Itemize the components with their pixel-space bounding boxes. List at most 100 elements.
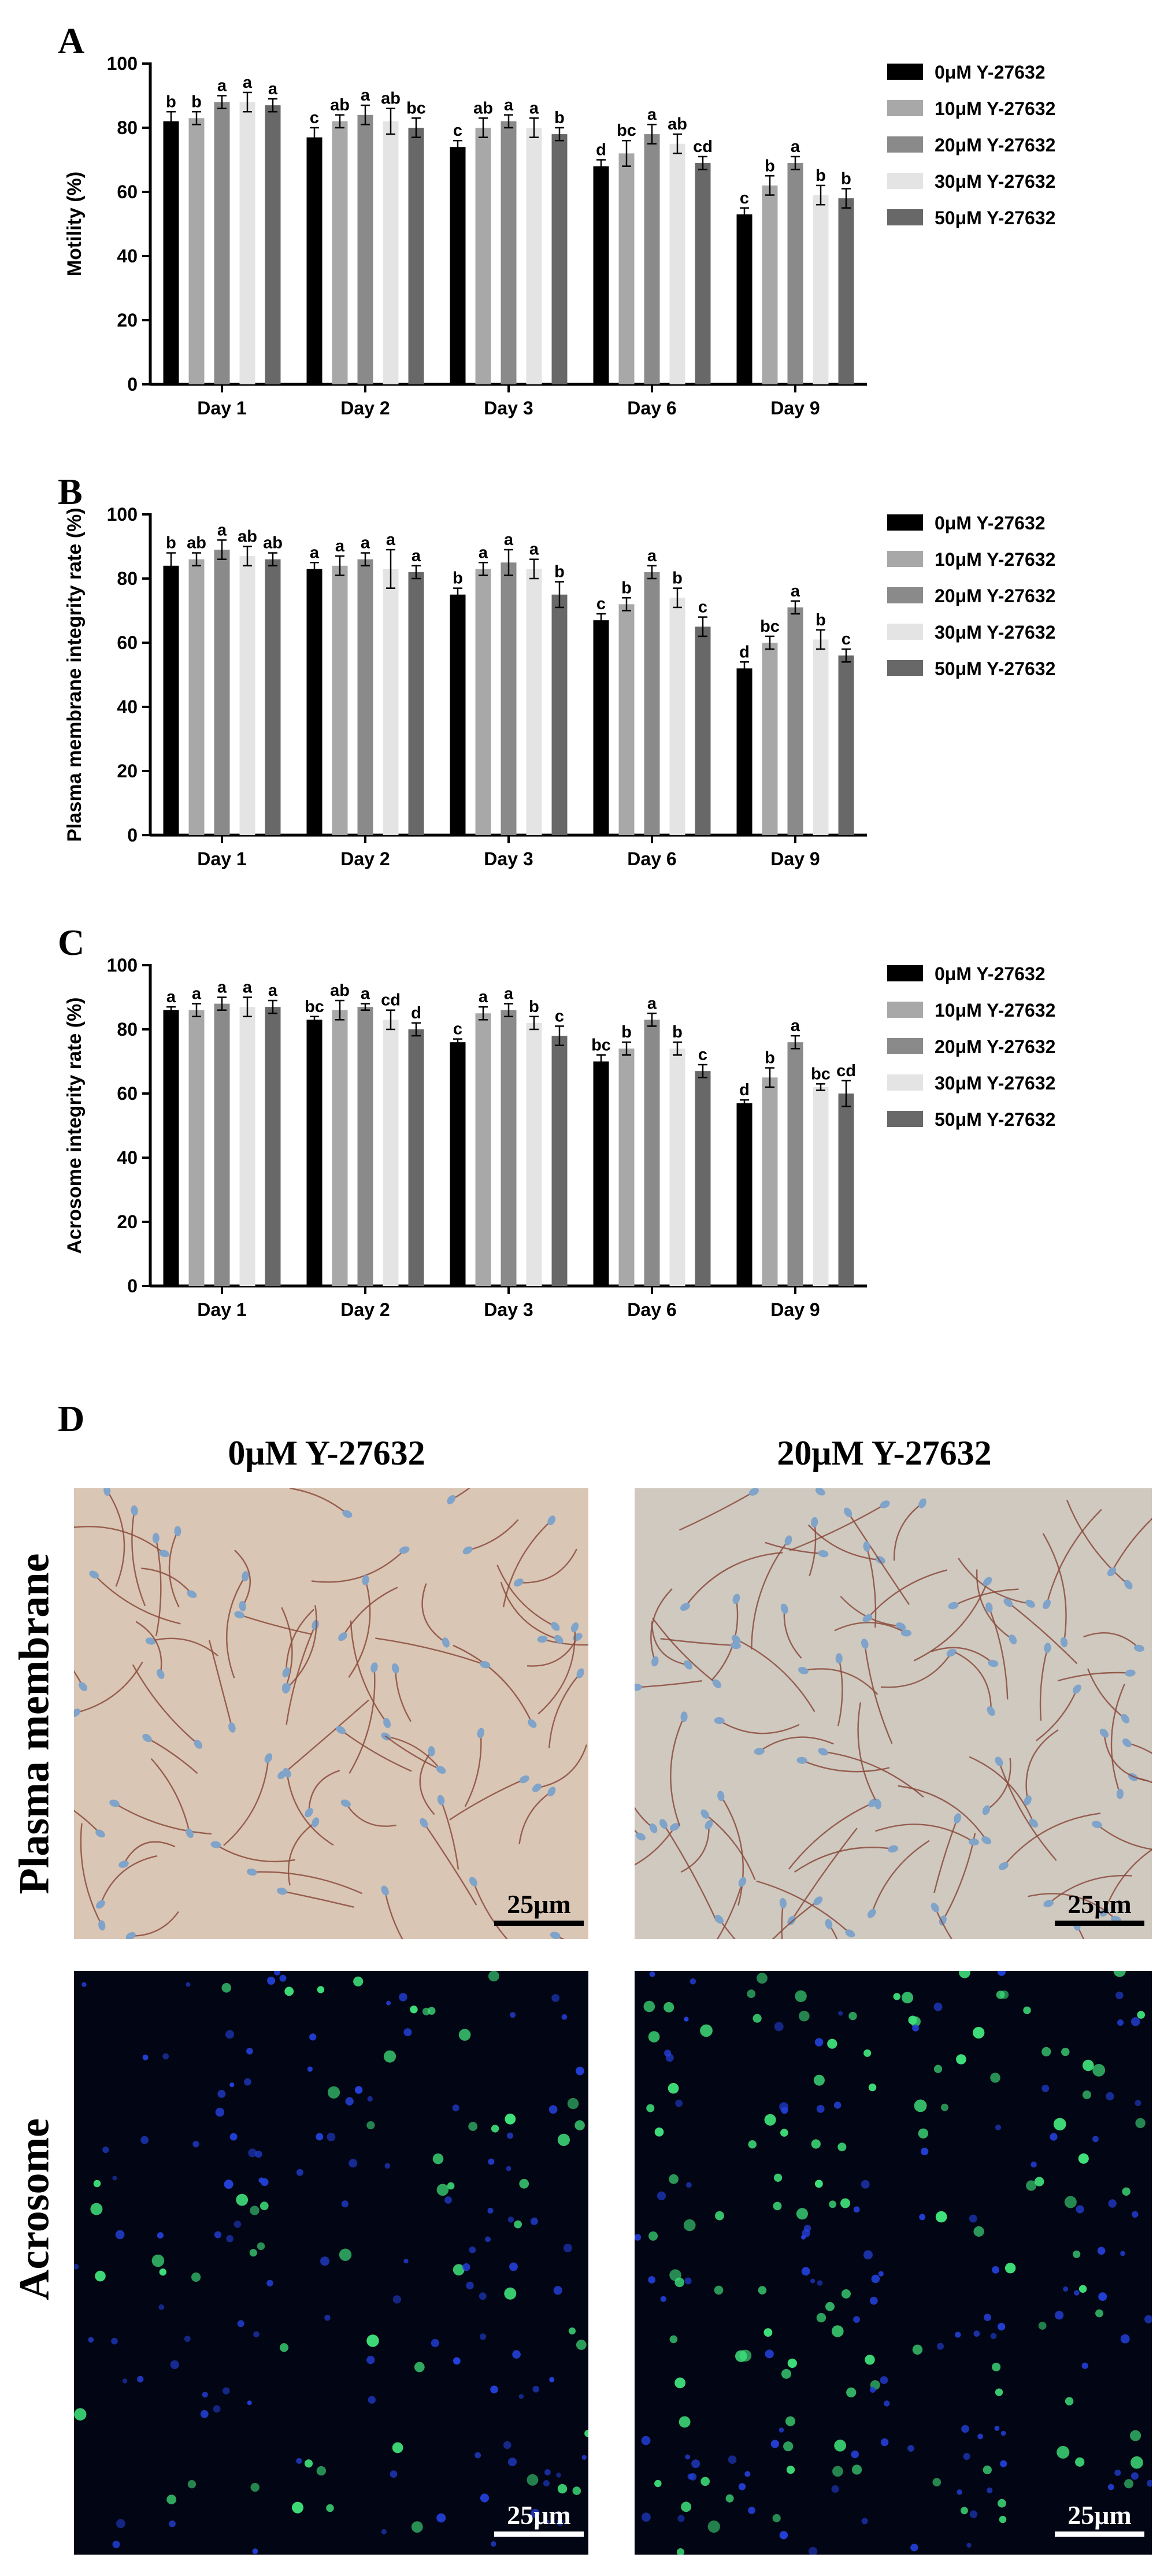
bar: [669, 143, 685, 384]
bar: [593, 166, 609, 384]
sperm-tail: [635, 1826, 676, 1866]
nucleus-spot: [1106, 2092, 1114, 2101]
nucleus-spot: [399, 1993, 407, 2002]
nucleus-spot: [368, 2396, 376, 2404]
sperm-head: [732, 1593, 740, 1604]
x-tick-label: Day 3: [484, 1299, 533, 1320]
nucleus-spot: [247, 2400, 252, 2405]
nucleus-spot: [192, 2141, 199, 2148]
nucleus-spot: [774, 2022, 784, 2032]
sperm-head: [948, 1602, 959, 1610]
sperm-head: [784, 1535, 792, 1545]
sperm-tail: [453, 1644, 533, 1724]
significance-label: c: [698, 1046, 707, 1064]
sperm-head: [532, 1783, 542, 1792]
nucleus-spot: [833, 2101, 842, 2109]
nucleus-spot: [324, 2314, 331, 2321]
acrosome-spot: [814, 2180, 823, 2188]
significance-label: bc: [617, 121, 636, 140]
sperm-head: [305, 1808, 313, 1818]
bar: [618, 153, 635, 384]
significance-label: a: [504, 531, 514, 549]
sperm-head: [186, 1828, 194, 1839]
sperm-head: [684, 1660, 693, 1670]
panel-d-letter: D: [58, 1398, 85, 1439]
sperm-tail: [135, 1621, 162, 1674]
sperm-head: [700, 1809, 709, 1819]
significance-label: a: [192, 985, 202, 1003]
bar: [762, 185, 778, 384]
significance-label: a: [647, 547, 657, 565]
nucleus-spot: [816, 2105, 825, 2113]
nucleus-spot: [770, 2440, 779, 2448]
sperm-head: [276, 1887, 287, 1895]
nucleus-spot: [213, 2405, 221, 2413]
acrosome-spot: [669, 2174, 679, 2184]
nucleus-spot: [237, 2320, 244, 2327]
sperm-head: [550, 1932, 561, 1939]
acrosome-spot: [846, 2387, 857, 2397]
significance-label: c: [555, 1007, 564, 1025]
bar: [762, 1077, 778, 1286]
nucleus-spot: [869, 2296, 878, 2305]
nucleus-spot: [510, 2012, 516, 2018]
significance-label: a: [243, 73, 253, 92]
sperm-tail: [74, 1525, 165, 1554]
sperm-head: [391, 1663, 399, 1674]
acrosome-spot: [932, 2478, 942, 2486]
micrograph-drawing: [74, 1488, 588, 1939]
y-axis-title: Acrosome integrity rate (%): [64, 998, 86, 1254]
bar: [357, 1007, 373, 1286]
bar: [306, 1020, 323, 1286]
significance-label: d: [739, 643, 750, 661]
acrosome-spot: [753, 2014, 762, 2023]
significance-label: b: [529, 998, 539, 1016]
sperm-head: [863, 1541, 870, 1552]
acrosome-spot: [519, 2178, 529, 2189]
bar: [695, 1071, 711, 1286]
nucleus-spot: [320, 2256, 329, 2266]
acrosome-spot: [825, 2301, 835, 2311]
scale-bar-label: 25μm: [1067, 1889, 1132, 1919]
acrosome-spot: [491, 2125, 499, 2133]
sperm-tail: [472, 1881, 508, 1939]
nucleus-spot: [690, 1978, 696, 1985]
bar: [239, 102, 255, 384]
acrosome-spot: [1053, 2118, 1066, 2131]
legend-label: 20μM Y-27632: [935, 1036, 1055, 1057]
sperm-head: [381, 1885, 389, 1896]
nucleus-spot: [544, 2519, 550, 2525]
acrosome-spot: [383, 2050, 396, 2063]
nucleus-spot: [664, 2049, 672, 2057]
nucleus-spot: [1076, 2205, 1084, 2214]
acrosome-spot: [1064, 2196, 1077, 2208]
sperm-head: [340, 1799, 351, 1807]
sperm-head: [159, 1550, 169, 1558]
nucleus-spot: [158, 2304, 165, 2310]
significance-label: b: [166, 92, 176, 111]
sperm-tail: [215, 1844, 295, 1863]
sperm-tail: [375, 1637, 485, 1666]
significance-label: ab: [381, 90, 401, 108]
acrosome-spot: [317, 1986, 325, 1993]
nucleus-spot: [490, 2385, 498, 2394]
acrosome-spot: [260, 2201, 269, 2211]
nucleus-spot: [557, 2519, 564, 2526]
bar: [736, 214, 753, 384]
acrosome-spot: [557, 2133, 570, 2146]
acrosome-spot: [832, 2466, 843, 2477]
nucleus-spot: [469, 2246, 476, 2253]
micrograph-background: [74, 1971, 588, 2555]
sperm-tail: [759, 1736, 834, 1752]
sperm-tail: [74, 1810, 101, 1834]
sperm-tail: [281, 1890, 354, 1908]
significance-label: ab: [238, 528, 257, 546]
sperm-head: [519, 1775, 529, 1784]
sperm-tail: [828, 1923, 838, 1939]
legend-label: 20μM Y-27632: [935, 585, 1055, 606]
nucleus-spot: [966, 2542, 972, 2548]
acrosome-spot: [827, 2038, 837, 2049]
acrosome-spot: [292, 2501, 303, 2514]
significance-label: b: [765, 1049, 775, 1068]
legend-label: 30μM Y-27632: [935, 1073, 1055, 1094]
